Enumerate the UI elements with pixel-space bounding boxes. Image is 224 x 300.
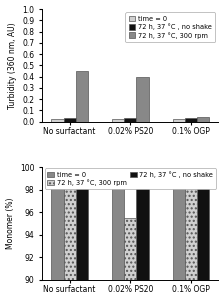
Bar xyxy=(197,183,209,300)
Bar xyxy=(112,182,124,300)
Bar xyxy=(64,118,76,122)
Bar xyxy=(173,119,185,122)
Bar xyxy=(76,183,88,300)
Bar xyxy=(173,182,185,300)
Y-axis label: Monomer (%): Monomer (%) xyxy=(6,198,15,249)
Bar xyxy=(51,183,64,300)
Bar xyxy=(76,71,88,122)
Y-axis label: Turbidity (360 nm, AU): Turbidity (360 nm, AU) xyxy=(8,22,17,109)
Legend: time = 0, 72 h, 37 °C , no shake, 72 h, 37 °C, 300 rpm: time = 0, 72 h, 37 °C , no shake, 72 h, … xyxy=(125,12,215,42)
Bar xyxy=(136,182,149,300)
Bar xyxy=(64,183,76,300)
Bar xyxy=(136,76,149,122)
Bar xyxy=(51,119,64,122)
Bar xyxy=(112,119,124,122)
Bar xyxy=(124,118,136,122)
Bar xyxy=(185,118,197,122)
Bar xyxy=(124,218,136,300)
Legend: time = 0, 72 h, 37 °C, 300 rpm, 72 h, 37 °C , no shake: time = 0, 72 h, 37 °C, 300 rpm, 72 h, 37… xyxy=(45,169,216,189)
Bar xyxy=(185,183,197,300)
Bar xyxy=(197,117,209,122)
